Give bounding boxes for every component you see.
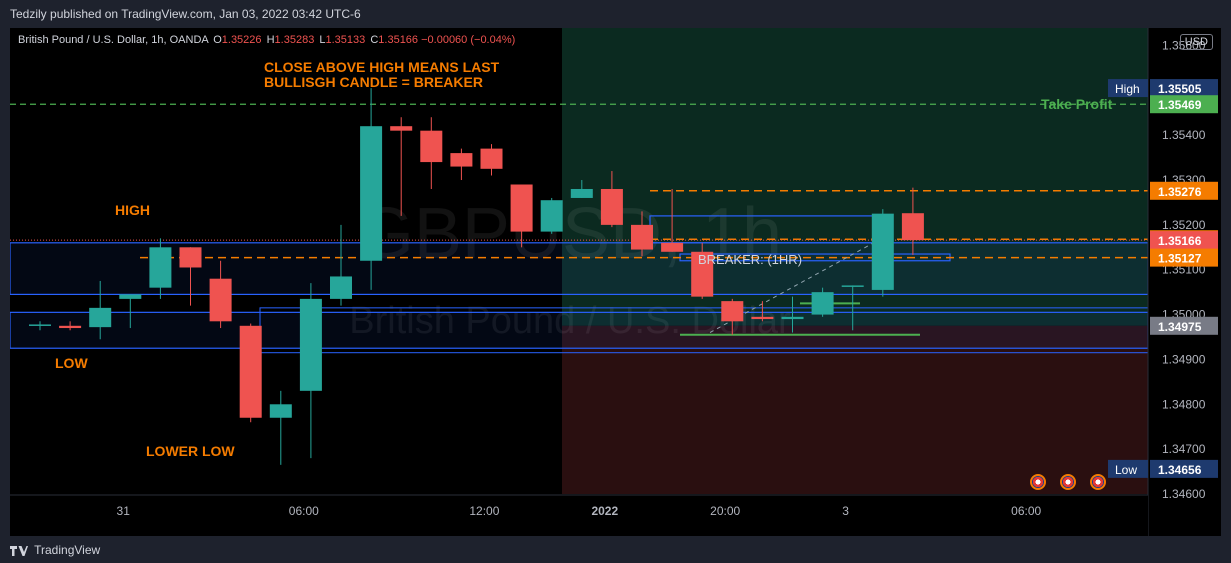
price-level-value: 1.34656: [1158, 463, 1202, 477]
price-level-value: 1.34975: [1158, 320, 1202, 334]
high-label: HIGH: [115, 202, 150, 218]
price-tick-label: 1.34600: [1162, 487, 1206, 501]
price-level-value: 1.35505: [1158, 82, 1202, 96]
take-profit-label: Take Profit: [1041, 96, 1113, 112]
candle-body[interactable]: [841, 285, 864, 287]
open-label: O: [213, 34, 222, 46]
profit-zone: [562, 28, 1148, 326]
chart-area[interactable]: GBPUSD, 1h British Pound / U.S. Dollar CLO…: [10, 28, 1221, 536]
candle-body[interactable]: [540, 200, 563, 232]
candle-body[interactable]: [811, 292, 834, 315]
price-tick-label: 1.35600: [1162, 38, 1206, 52]
candle-body[interactable]: [661, 242, 684, 252]
candle-body[interactable]: [570, 188, 593, 198]
breaker-box-label: BREAKER: (1HR): [698, 252, 802, 267]
candle-body[interactable]: [299, 298, 322, 391]
candle-body[interactable]: [510, 184, 533, 232]
candle-body[interactable]: [631, 224, 653, 250]
ohlc-legend: British Pound / U.S. Dollar, 1h, OANDA O…: [18, 34, 515, 46]
candle-body[interactable]: [239, 325, 262, 418]
time-tick-label: 20:00: [710, 504, 740, 518]
change-value: −0.00060 (−0.04%): [421, 34, 516, 46]
candle-body[interactable]: [450, 153, 473, 167]
price-level-badge: [1150, 316, 1218, 335]
breaker-note-line-1: CLOSE ABOVE HIGH MEANS LAST: [264, 59, 500, 75]
symbol-description[interactable]: British Pound / U.S. Dollar, 1h, OANDA: [18, 34, 209, 46]
currency-button[interactable]: USD: [1179, 34, 1213, 50]
footer: TradingView: [0, 536, 1231, 563]
candle-body[interactable]: [600, 188, 623, 225]
candle-body[interactable]: [89, 307, 112, 328]
price-level-badge: [1150, 79, 1218, 98]
time-tick-label: 31: [117, 504, 131, 518]
price-level-badge: [1150, 95, 1218, 114]
published-header: Tedzily published on TradingView.com, Ja…: [0, 0, 1231, 28]
close-value: 1.35166: [378, 34, 419, 46]
price-level-tag: [1108, 79, 1148, 98]
candle-body[interactable]: [149, 247, 172, 288]
candle-body[interactable]: [330, 276, 352, 299]
candle-body[interactable]: [179, 247, 202, 268]
price-level-badge: [1150, 181, 1218, 200]
price-level-tag-label: Low: [1115, 463, 1137, 477]
price-level-value: 1.35127: [1158, 252, 1202, 266]
time-tick-label: 06:00: [289, 504, 319, 518]
candle-body[interactable]: [269, 404, 292, 418]
breaker-note-line-2: BULLISGH CANDLE = BREAKER: [264, 74, 483, 90]
close-label: C: [370, 34, 379, 46]
us-flag-icon[interactable]: [1090, 474, 1106, 490]
candle-body[interactable]: [721, 301, 744, 322]
price-tick-label: 1.35200: [1162, 218, 1206, 232]
price-level-value: 1.35469: [1158, 98, 1202, 112]
support-zone: [10, 311, 1149, 349]
us-flag-icon[interactable]: [1030, 474, 1046, 490]
time-axis[interactable]: [10, 495, 1148, 536]
price-tick-label: 1.34900: [1162, 352, 1206, 366]
price-tick-label: 1.34800: [1162, 397, 1206, 411]
candle-body[interactable]: [59, 325, 82, 329]
high-value: 1.35283: [274, 34, 315, 46]
candle-body[interactable]: [691, 251, 714, 297]
price-level-tag-label: High: [1115, 82, 1140, 96]
candle-body[interactable]: [480, 148, 503, 169]
footer-brand: TradingView: [34, 543, 101, 557]
price-level-badge: [1150, 248, 1218, 267]
price-level-badge: [1150, 459, 1218, 478]
candle-body[interactable]: [29, 324, 51, 326]
candle-body[interactable]: [390, 126, 413, 131]
lower-low-label: LOWER LOW: [146, 443, 235, 459]
open-value: 1.35226: [221, 34, 262, 46]
price-tick-label: 1.35400: [1162, 128, 1206, 142]
price-level-tag: [1108, 459, 1148, 478]
candle-body[interactable]: [119, 294, 142, 299]
low-label: L: [319, 34, 326, 46]
candle-body[interactable]: [871, 213, 894, 290]
price-level-value: 1.35276: [1158, 185, 1202, 199]
candle-body[interactable]: [209, 278, 232, 322]
us-flag-icon[interactable]: [1060, 474, 1076, 490]
published-text: Tedzily published on TradingView.com, Ja…: [10, 7, 361, 21]
time-tick-label: 06:00: [1011, 504, 1041, 518]
candle-body[interactable]: [420, 130, 443, 163]
loss-zone: [562, 325, 1148, 494]
time-tick-label: 12:00: [469, 504, 499, 518]
candle-body[interactable]: [901, 213, 924, 241]
time-tick-label: 2022: [591, 504, 618, 518]
price-level-badge: [1150, 231, 1218, 250]
tradingview-logo-icon: [10, 545, 28, 556]
time-tick-label: 3: [842, 504, 849, 518]
candle-body[interactable]: [781, 316, 804, 320]
price-level-value: 1.35166: [1158, 234, 1202, 248]
low-label: LOW: [55, 355, 88, 371]
low-value: 1.35133: [325, 34, 366, 46]
candle-body[interactable]: [751, 316, 774, 320]
high-label: H: [266, 34, 275, 46]
candle-body[interactable]: [360, 126, 383, 261]
price-tick-label: 1.34700: [1162, 442, 1206, 456]
